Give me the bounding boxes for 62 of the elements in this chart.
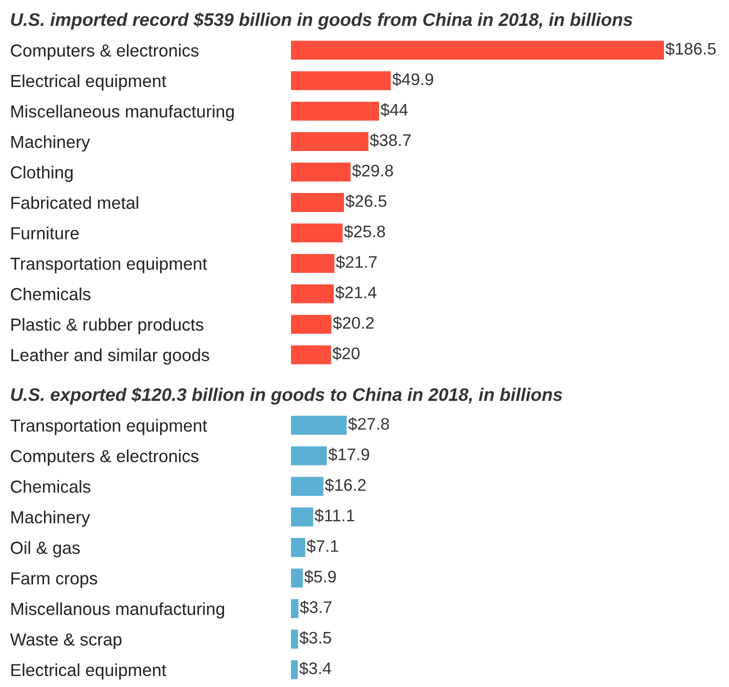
data-label: $38.7: [370, 134, 411, 148]
bar: [291, 507, 314, 526]
data-label: $17.9: [328, 448, 370, 462]
data-label: $5.9: [304, 570, 336, 584]
data-label: $7.1: [306, 539, 338, 553]
y-tick-label: Waste & scrap: [10, 633, 122, 650]
bar: [291, 538, 306, 557]
y-tick-label: Clothing: [10, 166, 73, 182]
data-label: $27.8: [348, 417, 389, 431]
y-tick-label: Transportation equipment: [10, 257, 208, 274]
y-tick-label: Furniture: [11, 226, 79, 240]
data-label: $20: [332, 346, 360, 360]
bar: [291, 314, 332, 334]
data-label: $3.7: [300, 600, 332, 614]
bar: [291, 345, 331, 364]
data-label: $44: [380, 103, 408, 117]
bar: [291, 102, 379, 121]
bar: [291, 193, 344, 212]
y-tick-label: Miscellanous manufacturing: [11, 602, 224, 619]
data-label: $29.8: [352, 164, 393, 178]
data-label: $26.5: [346, 194, 386, 208]
bar: [291, 162, 351, 182]
y-tick-label: Leather and similar goods: [11, 348, 210, 365]
y-tick-label: Machinery: [11, 135, 90, 152]
y-tick-label: Miscellaneous manufacturing: [11, 104, 234, 122]
y-tick-label: Farm crops: [11, 572, 98, 588]
y-tick-label: Electrical equipment: [11, 74, 166, 91]
data-label: $186.5: [666, 42, 716, 56]
bar: [291, 476, 324, 496]
bar: [291, 660, 298, 680]
y-tick-label: Chemicals: [10, 288, 90, 300]
bar: [291, 630, 298, 649]
bar: [291, 416, 347, 435]
y-tick-label: Chemicals: [10, 480, 90, 493]
bar: [291, 568, 303, 588]
bar: [291, 224, 343, 242]
bar: [291, 254, 334, 273]
bar: [291, 284, 334, 304]
y-tick-label: Transportation equipment: [10, 418, 208, 436]
y-tick-label: Computers & electronics: [10, 450, 198, 466]
data-label: $11.1: [314, 508, 354, 522]
data-label: $25.8: [344, 224, 385, 238]
data-label: $21.4: [335, 286, 376, 300]
bar: [291, 446, 327, 466]
data-label: $20.2: [332, 316, 374, 330]
y-tick-label: Electrical equipment: [11, 663, 166, 680]
chart-title: U.S. exported $120.3 billion in goods to China in 2018, in billions: [11, 387, 562, 405]
data-label: $21.7: [336, 255, 377, 269]
data-label: $3.5: [300, 631, 332, 645]
data-label: $3.4: [299, 662, 332, 676]
data-label: $16.2: [324, 478, 366, 492]
data-label: $49.9: [392, 72, 434, 86]
bar: [291, 599, 298, 618]
bar: [291, 71, 391, 90]
y-tick-label: Fabricated metal: [11, 196, 138, 209]
y-tick-label: Computers & electronics: [10, 44, 198, 60]
y-tick-label: Oil & gas: [10, 541, 80, 558]
y-tick-label: Machinery: [11, 510, 90, 527]
bar: [291, 132, 368, 152]
y-tick-label: Plastic & rubber products: [11, 318, 204, 334]
bar: [291, 40, 664, 60]
chart-title: U.S. imported record $539 billion in goods from China in 2018, in billions: [11, 12, 632, 30]
